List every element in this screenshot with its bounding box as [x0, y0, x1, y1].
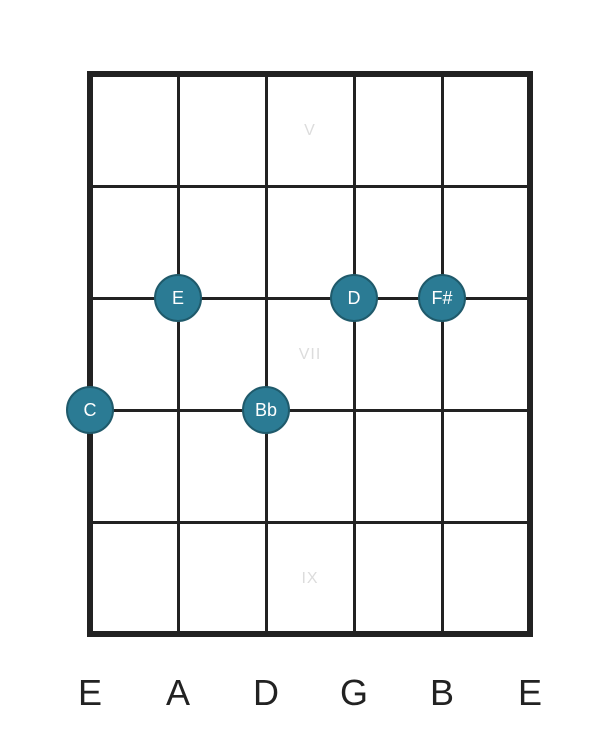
- string-line: [353, 71, 356, 637]
- note-dot: C: [66, 386, 114, 434]
- note-dot: D: [330, 274, 378, 322]
- fret-line: [87, 409, 533, 412]
- fret-marker: VII: [290, 346, 330, 364]
- fret-line: [87, 631, 533, 637]
- string-line: [441, 71, 444, 637]
- string-line: [177, 71, 180, 637]
- fret-line: [87, 521, 533, 524]
- note-dot: F#: [418, 274, 466, 322]
- note-dot: Bb: [242, 386, 290, 434]
- fret-line: [87, 71, 533, 77]
- fret-marker: IX: [290, 570, 330, 588]
- string-line: [265, 71, 268, 637]
- string-label: E: [510, 672, 550, 714]
- string-line: [87, 71, 93, 637]
- fret-line: [87, 185, 533, 188]
- string-label: E: [70, 672, 110, 714]
- string-label: G: [334, 672, 374, 714]
- string-label: D: [246, 672, 286, 714]
- string-line: [527, 71, 533, 637]
- string-label: A: [158, 672, 198, 714]
- note-dot: E: [154, 274, 202, 322]
- string-label: B: [422, 672, 462, 714]
- fret-marker: V: [290, 122, 330, 140]
